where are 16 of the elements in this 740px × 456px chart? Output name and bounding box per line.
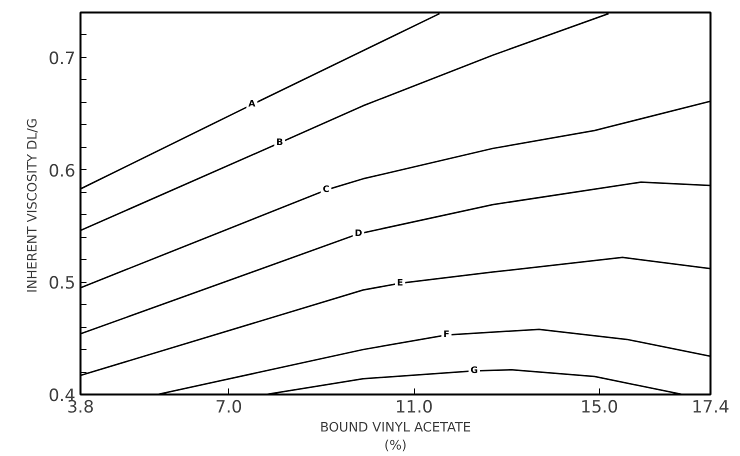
x-tick-label: 15.0 (580, 398, 618, 418)
y-axis-title: INHERENT VISCOSITY DL/G (25, 118, 40, 293)
annotation: E (397, 278, 404, 288)
x-axis-title: BOUND VINYL ACETATE (%) (320, 420, 471, 454)
annotation: D (354, 228, 362, 239)
y-tick-label: 0.5 (48, 274, 76, 294)
annotation: B (276, 138, 284, 148)
annotation: A (248, 100, 256, 110)
annotation: C (322, 185, 330, 196)
y-tick-label: 0.6 (48, 161, 76, 182)
annotation: G (470, 366, 478, 376)
x-tick-label: 11.0 (395, 398, 433, 418)
x-tick-label: 7.0 (215, 398, 242, 418)
annotation: F (443, 330, 450, 340)
x-tick-label: 17.4 (692, 398, 730, 418)
y-tick-label: 0.7 (48, 48, 76, 69)
